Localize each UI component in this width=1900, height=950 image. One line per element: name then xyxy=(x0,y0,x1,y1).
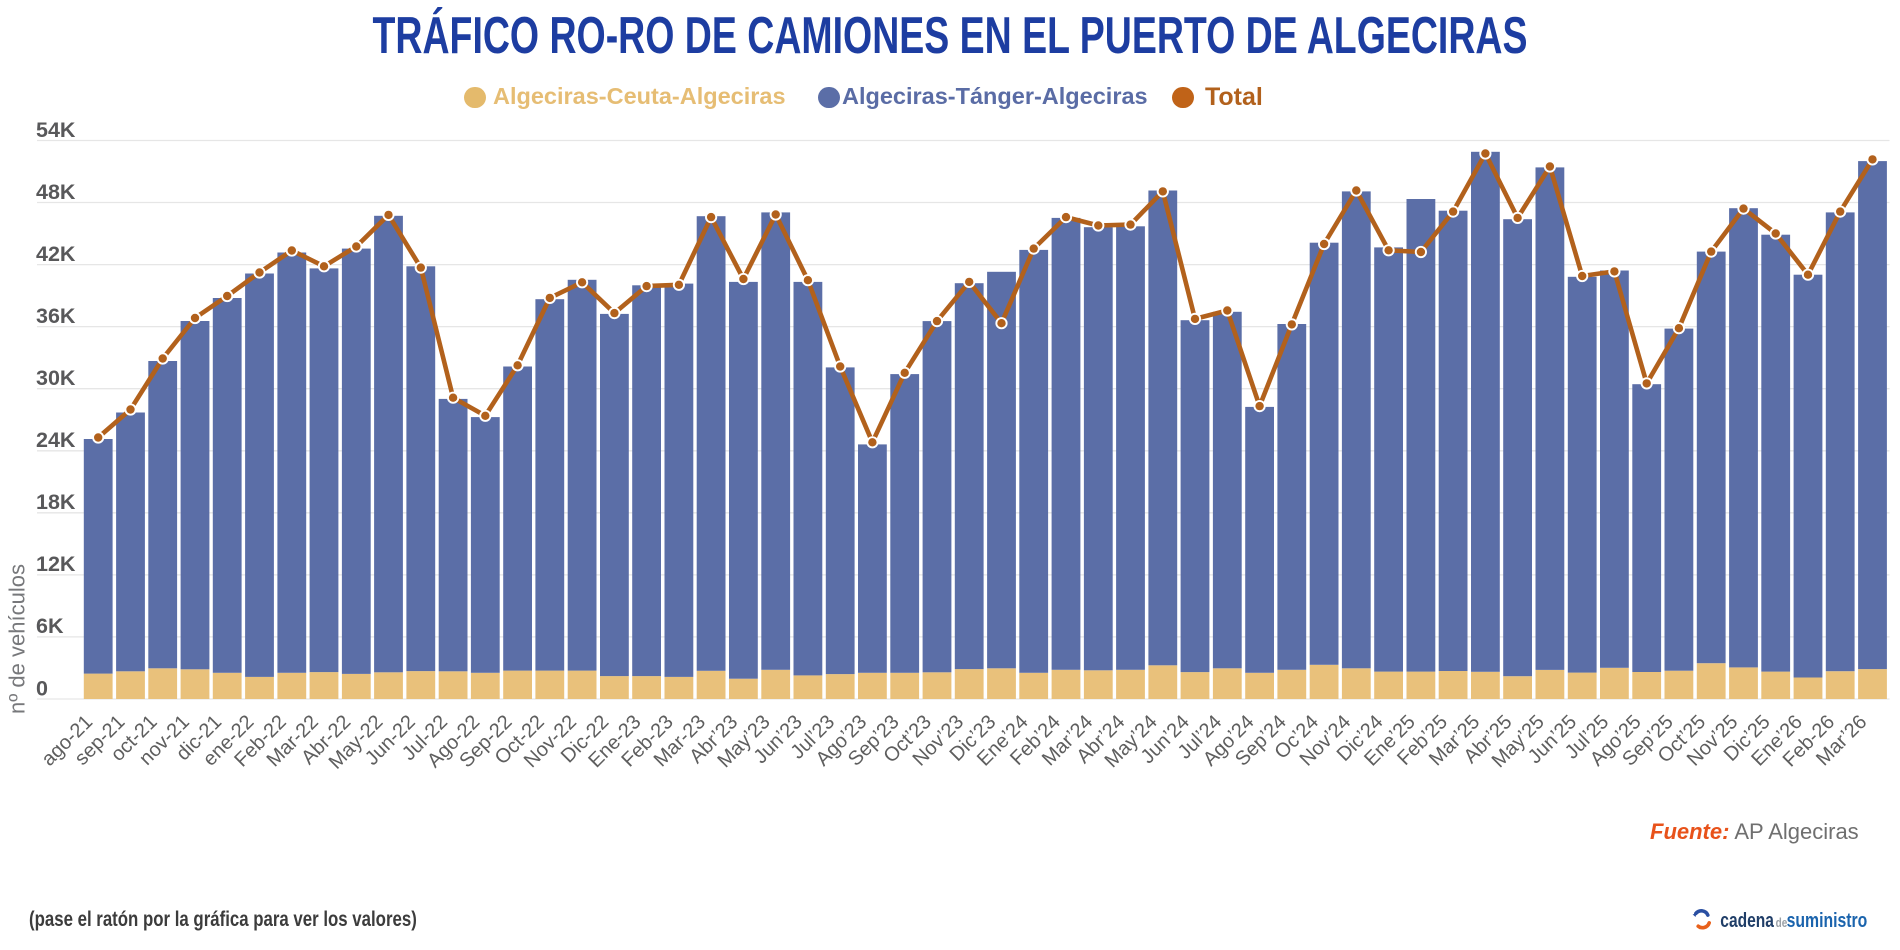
svg-text:12K: 12K xyxy=(36,552,76,576)
svg-text:48K: 48K xyxy=(36,180,76,204)
svg-text:6K: 6K xyxy=(36,614,64,638)
svg-text:42K: 42K xyxy=(36,242,76,266)
svg-text:nº de vehículos: nº de vehículos xyxy=(5,564,30,714)
svg-text:54K: 54K xyxy=(36,118,76,142)
svg-text:24K: 24K xyxy=(36,428,76,452)
svg-text:18K: 18K xyxy=(36,490,76,514)
svg-text:36K: 36K xyxy=(36,304,76,328)
svg-text:0: 0 xyxy=(36,676,48,700)
svg-text:de: de xyxy=(1776,917,1788,930)
svg-text:suministro: suministro xyxy=(1787,909,1868,931)
svg-text:cadena: cadena xyxy=(1720,909,1774,931)
svg-text:30K: 30K xyxy=(36,366,76,390)
